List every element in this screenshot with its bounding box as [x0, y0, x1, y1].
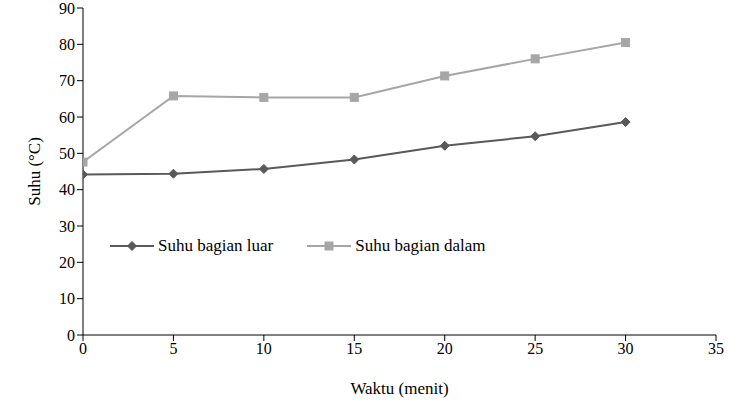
svg-text:90: 90: [59, 0, 75, 17]
svg-text:15: 15: [346, 340, 362, 357]
svg-text:40: 40: [59, 181, 75, 198]
svg-text:30: 30: [59, 218, 75, 235]
html-text:Suhu bagian dalam: Suhu bagian dalam: [355, 236, 486, 255]
svg-text:5: 5: [169, 340, 177, 357]
svg-text:50: 50: [59, 145, 75, 162]
html-text:Suhu bagian luar: Suhu bagian luar: [158, 236, 274, 255]
svg-text:20: 20: [437, 340, 453, 357]
svg-text:Waktu (menit): Waktu (menit): [350, 379, 448, 398]
svg-text:70: 70: [59, 72, 75, 89]
svg-text:0: 0: [67, 327, 75, 344]
svg-text:20: 20: [59, 254, 75, 271]
svg-text:30: 30: [618, 340, 634, 357]
svg-text:80: 80: [59, 36, 75, 53]
svg-text:Suhu (°C): Suhu (°C): [25, 137, 44, 206]
svg-text:35: 35: [708, 340, 724, 357]
svg-text:10: 10: [59, 290, 75, 307]
svg-text:0: 0: [79, 340, 87, 357]
svg-text:25: 25: [527, 340, 543, 357]
svg-text:10: 10: [256, 340, 272, 357]
svg-text:60: 60: [59, 109, 75, 126]
